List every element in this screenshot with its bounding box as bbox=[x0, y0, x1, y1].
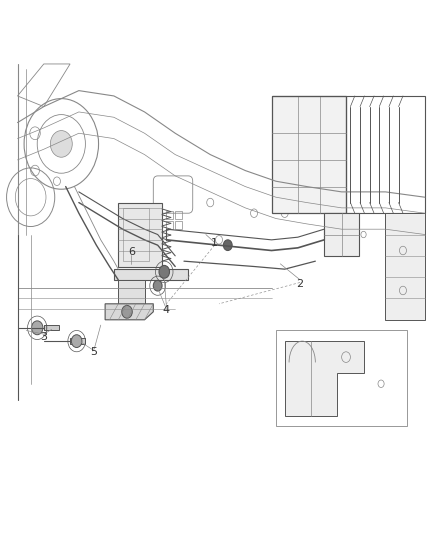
Polygon shape bbox=[44, 325, 59, 330]
Circle shape bbox=[122, 305, 132, 318]
Polygon shape bbox=[114, 269, 188, 280]
Text: 2: 2 bbox=[297, 279, 304, 288]
Text: 3: 3 bbox=[40, 332, 47, 342]
Text: 5: 5 bbox=[91, 347, 98, 357]
Circle shape bbox=[32, 321, 43, 335]
Polygon shape bbox=[118, 280, 145, 304]
FancyBboxPatch shape bbox=[272, 96, 346, 213]
Circle shape bbox=[223, 240, 232, 251]
Text: 6: 6 bbox=[128, 247, 135, 256]
Polygon shape bbox=[70, 338, 85, 344]
Text: 4: 4 bbox=[163, 305, 170, 315]
Circle shape bbox=[71, 335, 82, 348]
Polygon shape bbox=[324, 213, 359, 256]
Polygon shape bbox=[285, 341, 364, 416]
Circle shape bbox=[153, 280, 162, 291]
Polygon shape bbox=[118, 203, 162, 266]
Polygon shape bbox=[105, 304, 153, 320]
Circle shape bbox=[50, 131, 72, 157]
Circle shape bbox=[159, 265, 170, 278]
Text: 1: 1 bbox=[211, 238, 218, 247]
Polygon shape bbox=[385, 213, 425, 320]
